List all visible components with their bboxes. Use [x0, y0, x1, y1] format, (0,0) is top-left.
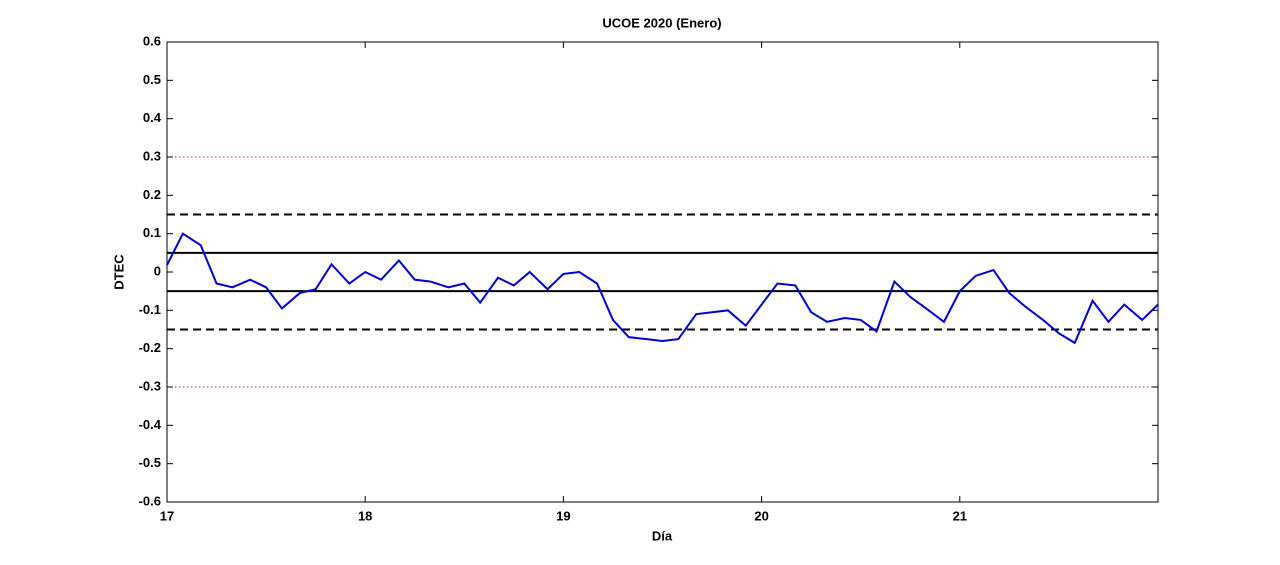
y-tick-label: 0.3 — [143, 148, 161, 163]
y-tick-label: -0.4 — [139, 417, 162, 432]
y-tick-label: 0.1 — [143, 225, 161, 240]
x-tick-label: 20 — [754, 508, 768, 523]
y-tick-label: -0.3 — [139, 378, 161, 393]
y-tick-label: -0.2 — [139, 340, 161, 355]
plot-frame — [166, 41, 1159, 503]
y-tick-label: 0.6 — [143, 33, 161, 48]
y-tick-label: 0.5 — [143, 72, 161, 87]
x-tick-label: 18 — [358, 508, 372, 523]
chart-title: UCOE 2020 (Enero) — [602, 15, 721, 30]
y-axis-label: DTEC — [111, 254, 126, 290]
x-tick-label: 19 — [556, 508, 570, 523]
x-tick-label: 21 — [953, 508, 967, 523]
y-tick-label: -0.5 — [139, 455, 161, 470]
y-tick-label: 0.2 — [143, 187, 161, 202]
x-tick-label: 17 — [160, 508, 174, 523]
data-line — [166, 232, 1159, 345]
y-tick-label: 0.4 — [143, 110, 162, 125]
y-tick-label: -0.1 — [139, 302, 161, 317]
x-axis-label: Día — [652, 528, 673, 543]
y-tick-label: 0 — [154, 263, 161, 278]
y-tick-label: -0.6 — [139, 493, 161, 508]
